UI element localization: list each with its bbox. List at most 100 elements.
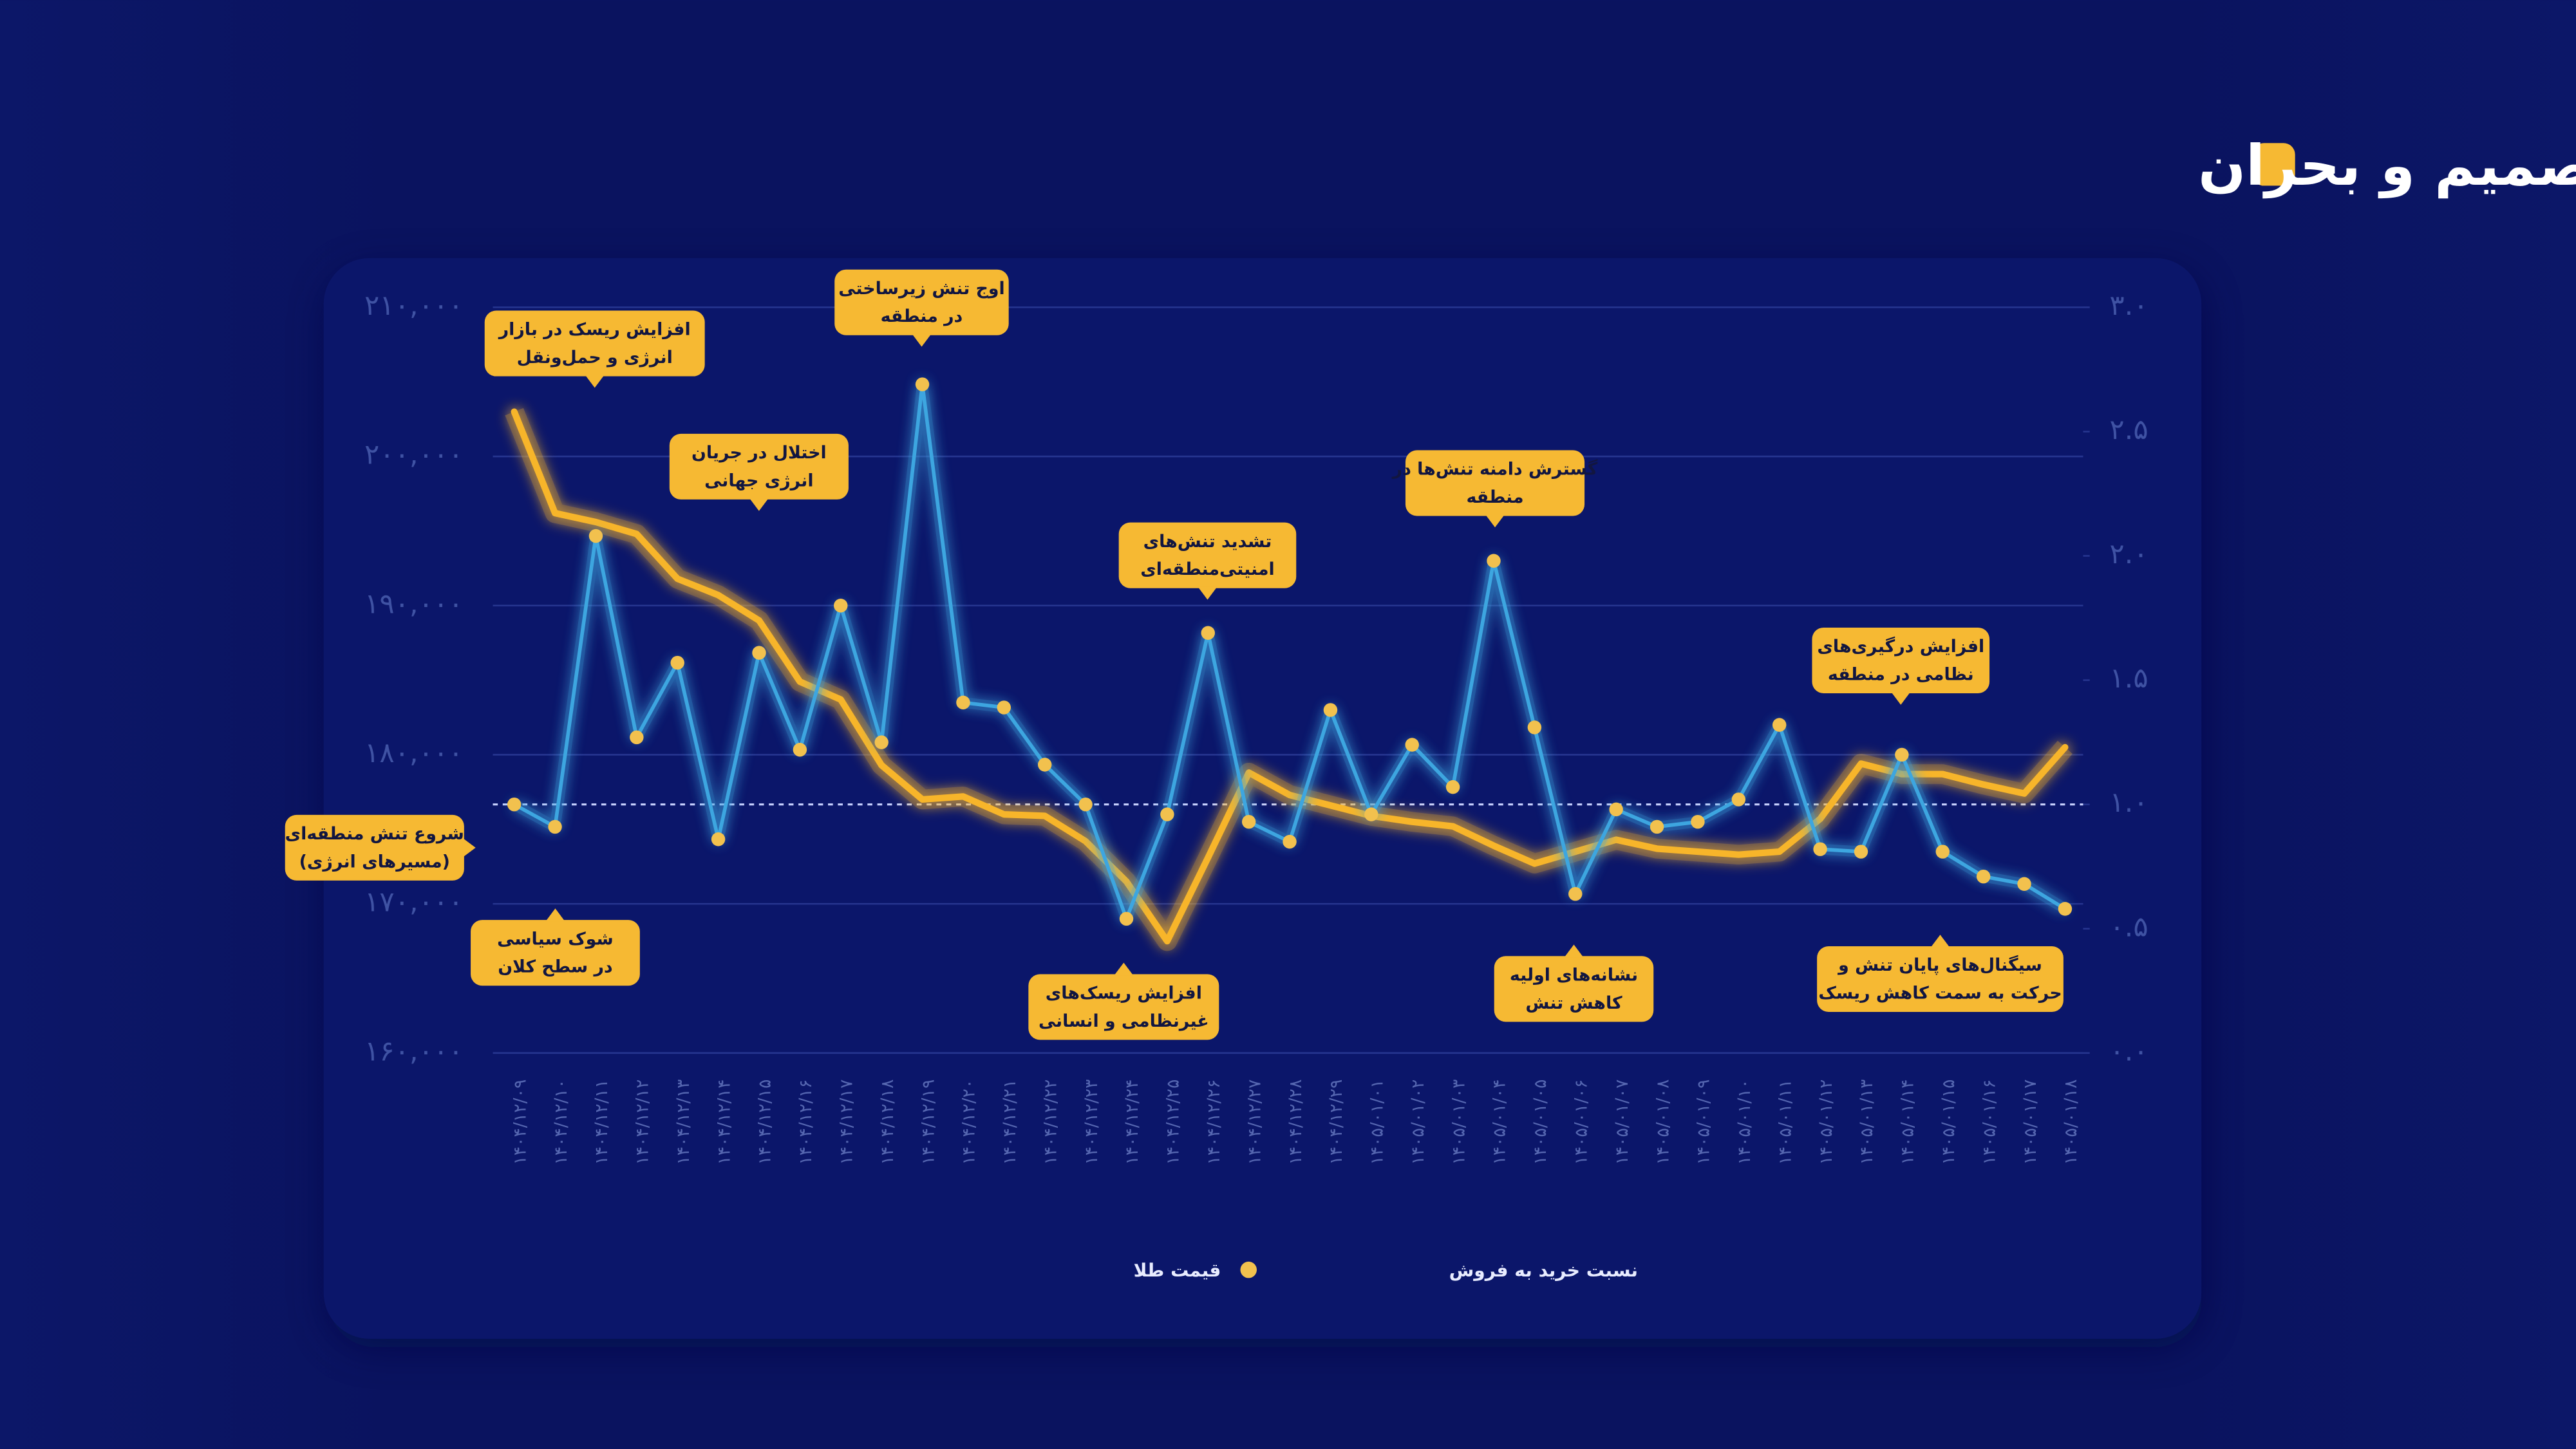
annotation-pointer [1114,962,1134,976]
x-tick-label: ۱۴۰۴/۱۲/۱۷ [836,1080,856,1165]
y2-tick-label: ۲.۰ [2109,538,2148,570]
x-tick-label: ۱۴۰۴/۱۲/۱۸ [878,1080,898,1165]
point [588,528,603,543]
annotation-text: سیگنال‌های پایان تنش و [1837,955,2042,975]
y2-tick-label: ۰.۵ [2109,911,2148,943]
point [1445,780,1460,794]
annotation-pointer [1564,944,1584,958]
x-tick-label: ۱۴۰۴/۱۲/۲۷ [1245,1080,1264,1165]
x-tick-label: ۱۴۰۵/۰۱/۰۵ [1530,1080,1550,1165]
annotation-box [471,920,640,986]
x-tick-label: ۱۴۰۴/۱۲/۱۰ [551,1080,571,1165]
point [1609,802,1623,817]
annotation: اختلال در جریان انرژی جهانی [669,433,849,511]
annotation: اوج تنش زیرساختی در منطقه [834,269,1009,347]
point [834,599,848,613]
series [507,377,2073,926]
x-tick-label: ۱۴۰۴/۱۲/۱۲ [633,1080,653,1165]
point [1650,819,1664,834]
annotation-pointer [1890,691,1911,705]
annotation-box [285,814,464,881]
point [874,735,888,749]
panel [323,257,2202,1339]
annotation-text: نظامی در منطقه [1828,664,1974,684]
annotation-text: افزایش ریسک‌های [1046,983,1202,1003]
x-tick-label: ۱۴۰۴/۱۲/۲۹ [1326,1080,1346,1165]
annotation-box [669,433,849,500]
x-tick-label: ۱۴۰۴/۱۲/۱۳ [673,1080,693,1165]
annotation-pointer [545,908,565,922]
annotation-pointer [912,333,932,347]
annotation-text: اختلال در جریان [691,443,827,463]
legend-label: نسبت خرید به فروش [1449,1260,1638,1281]
y-tick-label: ۲۱۰,۰۰۰ [364,290,464,322]
point [2058,902,2073,916]
annotation-pointer [585,374,605,388]
x-tick-label: ۱۴۰۵/۰۱/۰۳ [1449,1080,1469,1165]
x-tick-label: ۱۴۰۵/۰۱/۰۱ [1368,1080,1387,1165]
x-tick-label: ۱۴۰۴/۱۲/۱۴ [714,1080,734,1165]
point [997,700,1011,715]
point [1691,814,1705,829]
y2-tick-label: ۲.۵ [2109,414,2148,446]
annotation: افزایش ریسک‌های غیرنظامی و انسانی [1028,962,1219,1040]
y-tick-label: ۱۹۰,۰۰۰ [364,588,464,620]
point [548,819,562,834]
annotation: تشدید تنش‌های امنیتی‌منطقه‌ای [1118,522,1297,600]
annotation-text: در سطح کلان [498,957,612,977]
x-tick-label: ۱۴۰۵/۰۱/۰۲ [1408,1080,1428,1165]
annotation: سیگنال‌های پایان تنش و حرکت به سمت کاهش ر… [1817,935,2064,1013]
annotation-text: انرژی جهانی [704,471,813,491]
x-tick-label: ۱۴۰۵/۰۱/۰۸ [1653,1080,1673,1165]
y-tick-label: ۱۷۰,۰۰۰ [364,886,464,919]
y-tick-label: ۱۸۰,۰۰۰ [364,737,464,769]
point [630,730,644,745]
point [1160,807,1174,821]
x-tick-label: ۱۴۰۴/۱۲/۱۶ [796,1080,816,1165]
annotation-text: (مسیرهای انرژی) [299,852,450,872]
point [1201,626,1215,640]
annotation-text: امنیتی‌منطقه‌ای [1140,559,1275,579]
annotation: شوک سیاسی در سطح کلان [471,908,640,986]
annotation-box [1812,627,1990,694]
point [1772,718,1787,732]
x-tick-label: ۱۴۰۵/۰۱/۰۴ [1490,1080,1510,1165]
point [1283,834,1297,849]
annotation-pointer [1930,935,1950,948]
annotation-pointer [749,498,769,511]
annotation-pointer [1198,586,1217,600]
series [505,407,2073,951]
x-tick-label: ۱۴۰۵/۰۱/۱۰ [1735,1080,1754,1165]
x-tick-label: ۱۴۰۵/۰۱/۱۳ [1857,1080,1877,1165]
annotation: شروع تنش منطقه‌ای (مسیرهای انرژی) [285,814,476,881]
x-tick-label: ۱۴۰۵/۰۱/۱۷ [2020,1080,2040,1165]
point [1241,814,1256,829]
x-tick-label: ۱۴۰۴/۱۲/۲۳ [1082,1080,1102,1165]
point [1405,738,1419,752]
annotation-text: افزایش ریسک در بازار [498,320,691,340]
annotation-box [1118,522,1297,588]
title-icon [2252,143,2295,186]
point [2017,877,2031,891]
annotation: افزایش درگیری‌های نظامی در منطقه [1812,627,1990,705]
x-tick-label: ۱۴۰۵/۰۱/۱۲ [1816,1080,1836,1165]
annotation-text: در منطقه [881,306,963,326]
y-tick-label: ۲۰۰,۰۰۰ [364,439,464,471]
annotation-text: غیرنظامی و انسانی [1039,1011,1209,1031]
annotation-text: افزایش درگیری‌های [1817,636,1984,657]
x-tick-label: ۱۴۰۵/۰۱/۱۶ [1979,1080,1999,1165]
legend-label: قیمت طلا [1134,1260,1221,1281]
annotation-box [1494,956,1654,1022]
x-tick-label: ۱۴۰۵/۰۱/۱۸ [2061,1080,2081,1165]
annotation: گسترش دامنه تنش‌ها در منطقه [1391,450,1598,528]
annotation-text: تشدید تنش‌های [1143,532,1272,552]
x-tick-label: ۱۴۰۵/۰۱/۰۶ [1571,1080,1591,1165]
point [1487,554,1501,568]
point [1976,869,1991,884]
annotation-text: اوج تنش زیرساختی [838,279,1004,299]
point [1119,911,1134,926]
point [711,832,726,846]
y2-tick-label: ۱.۰ [2109,787,2148,819]
point [1895,747,1909,762]
